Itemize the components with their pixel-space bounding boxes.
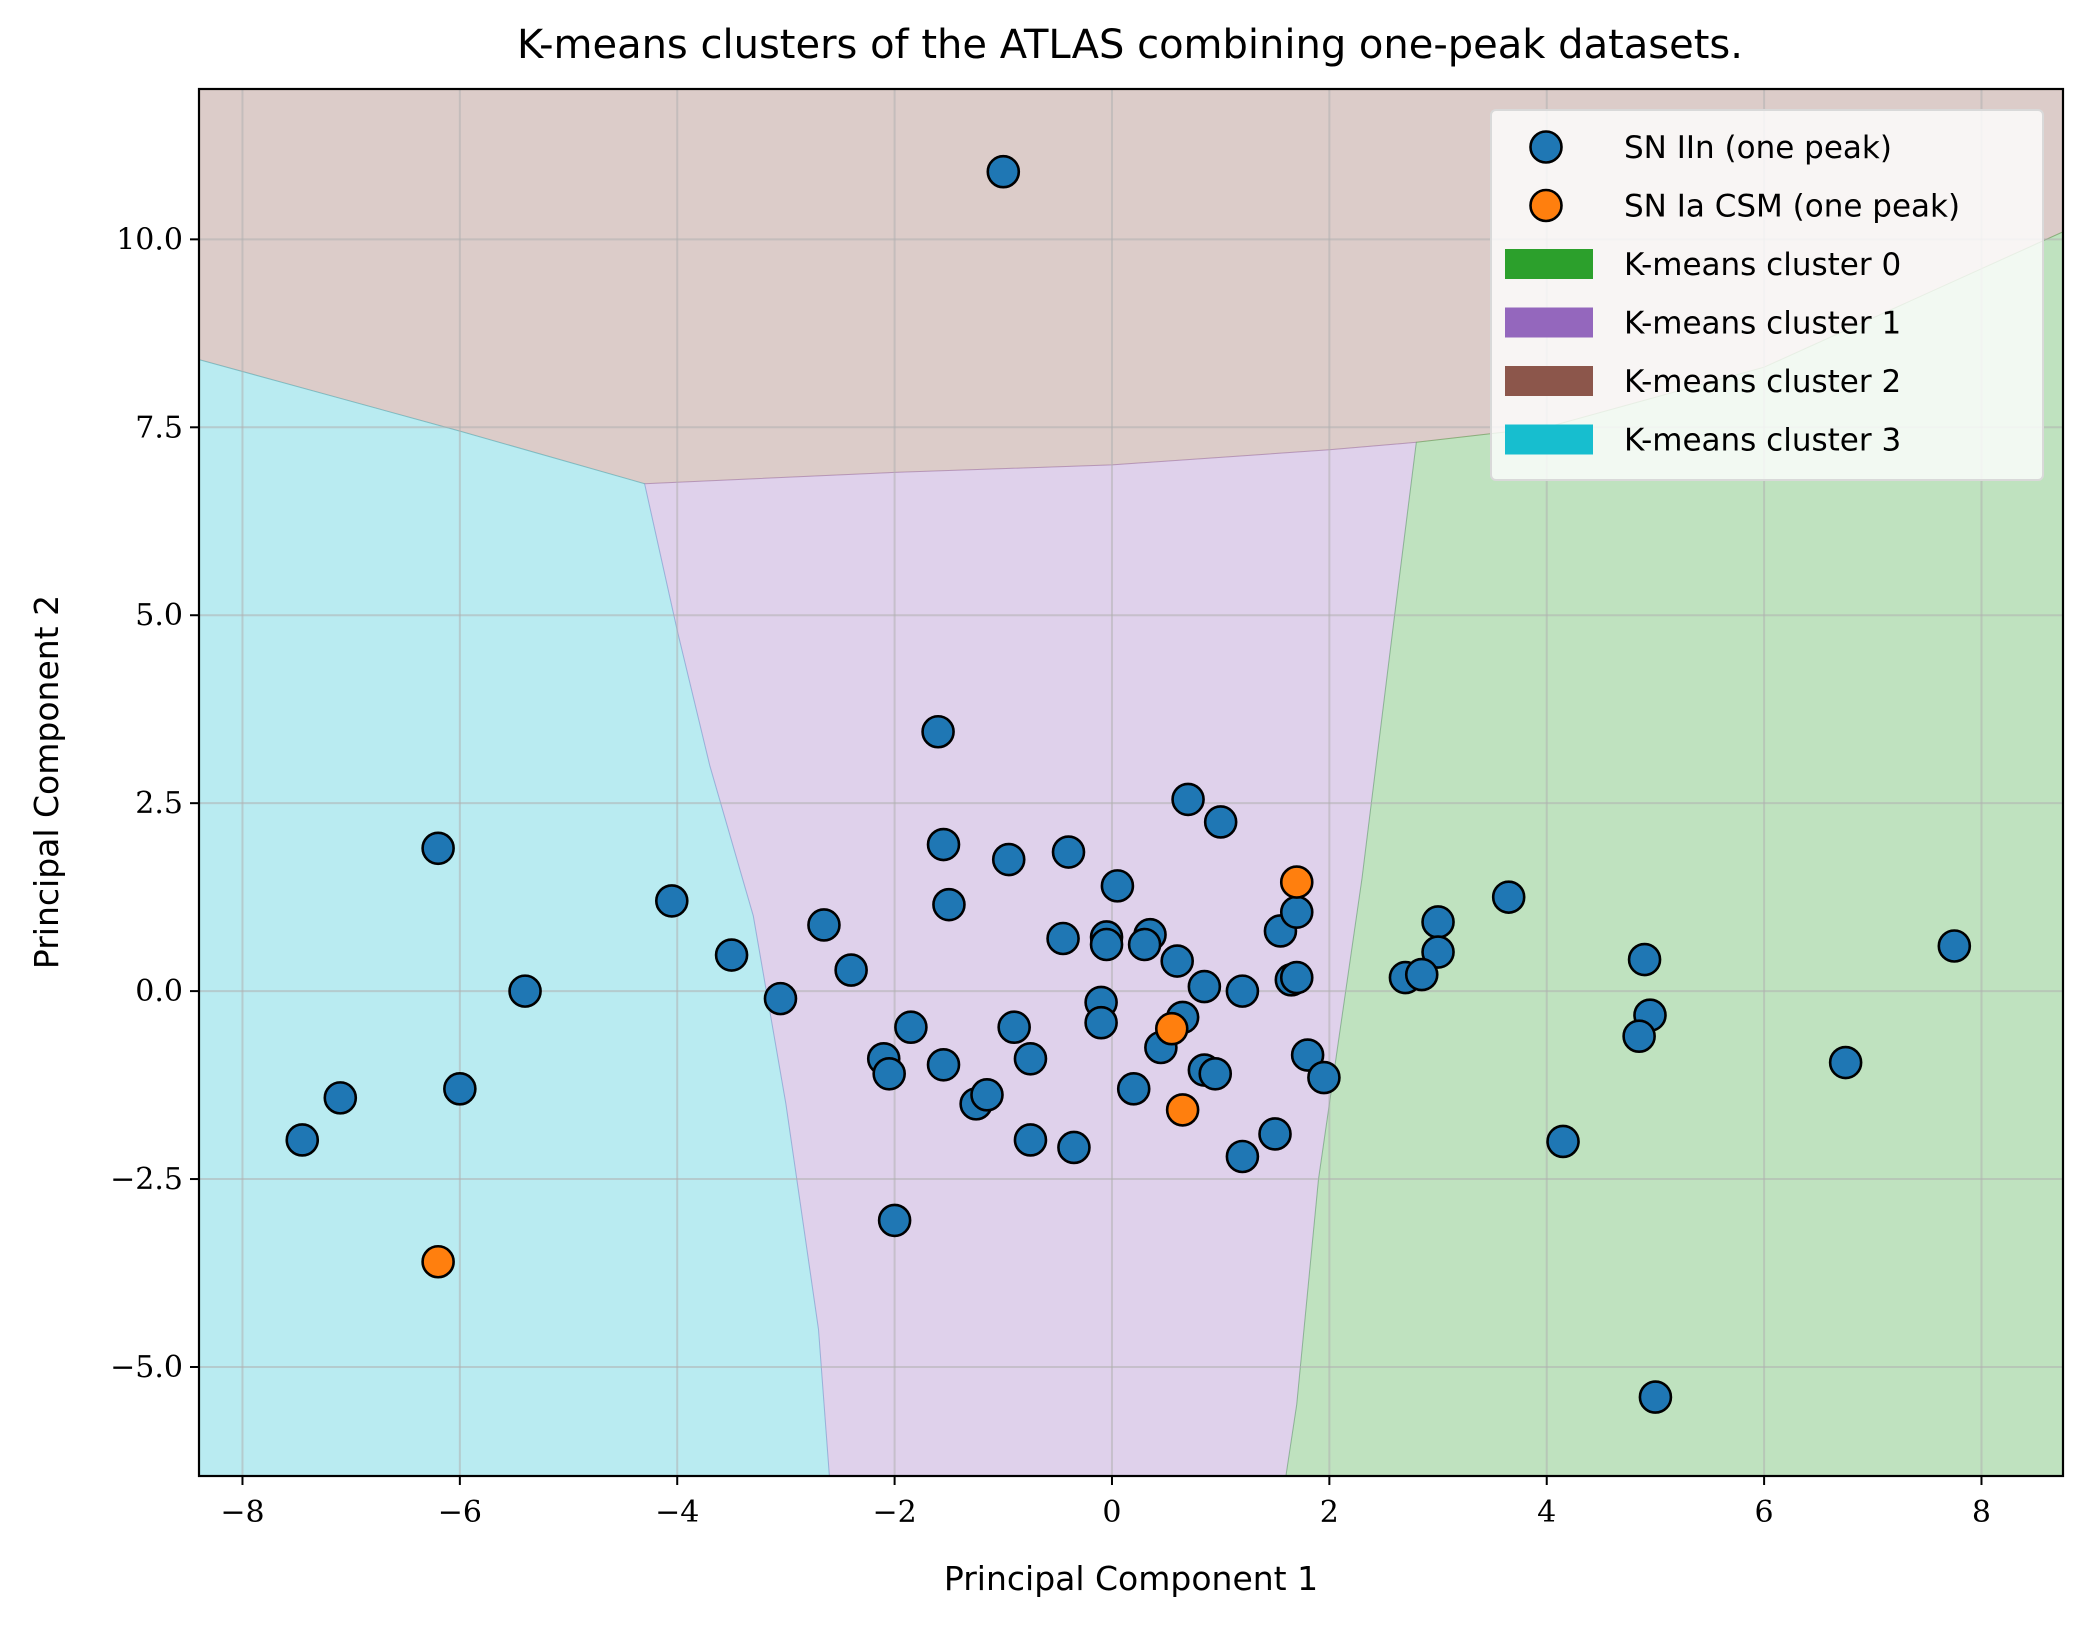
legend-swatch [1505, 424, 1593, 455]
x-axis-label: Principal Component 1 [944, 1559, 1318, 1598]
x-tick-label: 6 [1755, 1495, 1774, 1530]
point-sn-iin [1046, 921, 1080, 956]
point-sn-iin [1171, 782, 1205, 817]
point-sn-ia-csm [421, 1244, 455, 1279]
point-sn-iin [1546, 1124, 1580, 1159]
legend-label: K-means cluster 3 [1624, 423, 1901, 459]
legend-marker [1529, 188, 1563, 223]
y-tick-label: 0.0 [135, 974, 183, 1009]
point-sn-iin [285, 1123, 320, 1157]
x-tick-label: −2 [872, 1495, 916, 1530]
y-tick-label: 10.0 [116, 222, 183, 257]
point-sn-iin [991, 842, 1026, 877]
y-tick-label: 5.0 [135, 598, 183, 633]
point-sn-iin [323, 1081, 358, 1115]
point-sn-iin [1198, 1057, 1233, 1091]
point-sn-iin [926, 1047, 961, 1082]
point-sn-iin [1307, 1060, 1341, 1095]
point-sn-iin [921, 714, 955, 749]
plot-frame [197, 87, 2065, 1478]
chart-title: K-means clusters of the ATLAS combining … [517, 22, 1743, 68]
point-sn-iin [1084, 1005, 1118, 1040]
point-sn-iin [1116, 1072, 1151, 1106]
point-sn-iin [1187, 969, 1222, 1004]
point-sn-iin [1622, 1019, 1656, 1054]
point-sn-iin [1421, 935, 1455, 969]
point-sn-ia-csm [1154, 1011, 1189, 1046]
point-sn-iin [894, 1010, 928, 1044]
point-sn-iin [1100, 869, 1135, 903]
point-sn-ia-csm [1165, 1093, 1200, 1127]
legend-box [1490, 109, 2044, 481]
point-sn-iin [1404, 957, 1439, 992]
region-cluster-1 [643, 441, 1417, 1476]
point-sn-iin [508, 974, 542, 1008]
legend-swatch [1505, 249, 1593, 279]
region-cluster-3 [199, 359, 830, 1476]
point-sn-iin [932, 887, 966, 922]
point-sn-iin [1203, 805, 1238, 839]
legend-marker [1529, 130, 1563, 164]
legend-label: K-means cluster 2 [1624, 364, 1901, 400]
point-sn-iin [1828, 1045, 1863, 1080]
x-tick-label: 0 [1102, 1495, 1121, 1530]
legend-label: SN IIn (one peak) [1624, 130, 1892, 166]
point-sn-iin [970, 1078, 1004, 1112]
legend: SN IIn (one peak) SN Ia CSM (one peak) K-m… [1490, 109, 2044, 481]
point-sn-iin [654, 884, 689, 918]
point-sn-iin [443, 1072, 477, 1106]
legend-label: K-means cluster 0 [1624, 247, 1901, 283]
point-sn-iin [1937, 929, 1972, 963]
legend-label: K-means cluster 1 [1624, 306, 1901, 342]
data-points [285, 154, 1972, 1414]
point-sn-iin [1290, 1038, 1325, 1072]
point-sn-iin [421, 831, 455, 866]
point-sn-iin [986, 154, 1021, 189]
point-sn-iin [1160, 944, 1194, 978]
point-sn-iin [1279, 895, 1314, 929]
point-sn-iin [1089, 927, 1124, 962]
point-sn-iin [1057, 1130, 1091, 1165]
point-sn-iin [714, 938, 749, 972]
x-tick-label: 8 [1972, 1495, 1991, 1530]
point-sn-iin [877, 1203, 912, 1238]
point-sn-iin [834, 953, 868, 987]
y-tick-label: 7.5 [135, 410, 183, 445]
point-sn-iin [1051, 835, 1086, 869]
y-axis-label: Principal Component 2 [27, 595, 66, 969]
x-tick-label: −8 [220, 1495, 264, 1530]
point-sn-iin [807, 908, 841, 942]
x-tick-label: 4 [1537, 1495, 1556, 1530]
point-sn-iin [763, 981, 798, 1016]
x-tick-label: 2 [1320, 1495, 1339, 1530]
point-sn-ia-csm [1279, 865, 1314, 899]
point-sn-iin [1225, 1139, 1260, 1174]
point-sn-iin [1013, 1041, 1048, 1076]
point-sn-iin [1421, 905, 1455, 939]
axis-ticks: −8 −6 −4 −2 0 2 4 6 8 −5.0 −2.5 0.0 2.5 5.0 7.5 10.0 [110, 222, 1991, 1530]
legend-swatch [1505, 307, 1593, 338]
point-sn-iin [926, 827, 961, 862]
point-sn-iin [1279, 960, 1314, 995]
point-sn-iin [1127, 927, 1162, 962]
legend-label: SN Ia CSM (one peak) [1624, 189, 1960, 225]
y-tick-label: −2.5 [110, 1162, 183, 1197]
point-sn-iin [1013, 1123, 1048, 1157]
point-sn-iin [1491, 880, 1526, 914]
point-sn-iin [1638, 1380, 1673, 1414]
point-sn-iin [997, 1010, 1031, 1044]
point-sn-iin [1627, 942, 1662, 977]
point-sn-iin [872, 1057, 906, 1091]
y-tick-label: 2.5 [135, 786, 183, 821]
x-tick-label: −6 [438, 1495, 482, 1530]
point-sn-iin [1225, 974, 1260, 1008]
point-sn-iin [1258, 1117, 1292, 1151]
x-tick-label: −4 [655, 1495, 699, 1530]
y-tick-label: −5.0 [110, 1350, 183, 1385]
legend-swatch [1505, 366, 1593, 396]
